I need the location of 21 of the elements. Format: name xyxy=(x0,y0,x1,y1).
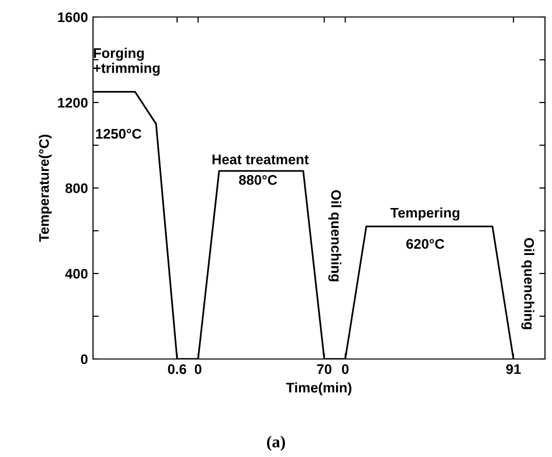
x-axis-title: Time(min) xyxy=(286,382,352,396)
annotation: Tempering xyxy=(390,207,460,220)
y-tick-label: 1200 xyxy=(58,98,88,108)
x-tick-label: 0.6 xyxy=(168,364,186,374)
annotation: 620°C xyxy=(406,239,444,249)
x-tick-label: 0 xyxy=(342,364,349,374)
annotation: 1250°C xyxy=(96,128,142,139)
x-tick-label: 70 xyxy=(317,364,332,374)
text: (a) xyxy=(267,436,285,451)
y-tick-label: 800 xyxy=(65,183,88,194)
y-tick-label: 0 xyxy=(80,354,88,364)
y-axis-title: Temperature(°C) xyxy=(38,134,52,242)
annotation: Oil quenching xyxy=(328,190,342,282)
annotation: Heat treatment xyxy=(212,154,309,164)
y-tick-label: 400 xyxy=(65,268,88,279)
annotation: Oil quenching xyxy=(521,238,534,330)
annotation: Forging +trimming xyxy=(94,48,160,76)
x-tick-label: 0 xyxy=(194,364,202,374)
x-tick-label: 91 xyxy=(506,364,521,374)
y-tick-label: 1600 xyxy=(58,12,88,22)
annotation: 880°C xyxy=(239,175,277,185)
